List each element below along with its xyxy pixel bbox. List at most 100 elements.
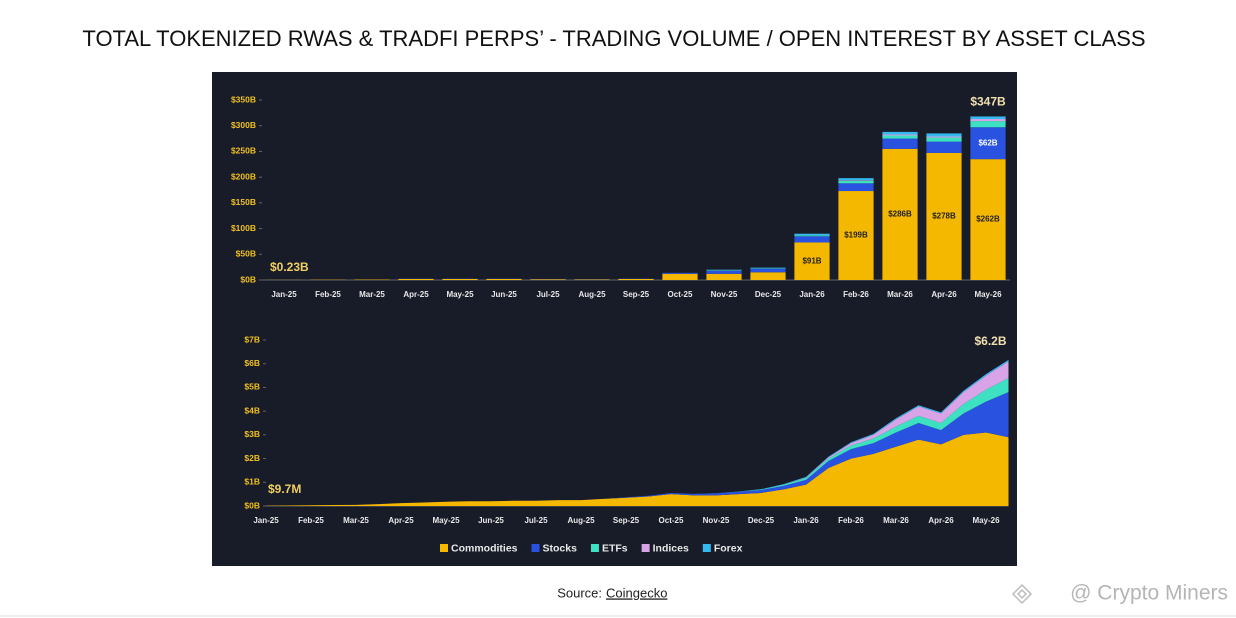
source-link[interactable]: Coingecko — [606, 585, 667, 600]
bar-segment — [882, 131, 918, 135]
start-label: $9.7M — [268, 482, 301, 496]
bar-segment — [838, 183, 874, 192]
y-tick-label: $150B — [231, 197, 256, 207]
bar-segment — [838, 180, 874, 181]
bar-segment — [794, 235, 830, 237]
bar-segment — [926, 136, 962, 138]
legend-label: ETFs — [602, 542, 628, 554]
x-tick-label: Feb-25 — [315, 290, 341, 299]
bar-segment — [750, 272, 786, 280]
legend-label: Forex — [714, 542, 743, 554]
y-tick-label: $50B — [236, 249, 256, 259]
end-label: $6.2B — [974, 334, 1006, 348]
bar-segment — [486, 278, 522, 280]
x-tick-label: Dec-25 — [755, 290, 782, 299]
x-tick-label: Aug-25 — [578, 290, 606, 299]
y-tick-label: $200B — [231, 171, 256, 181]
x-tick-label: Jun-25 — [478, 516, 504, 525]
bar-segment — [442, 278, 478, 280]
bar-label: $262B — [976, 215, 1000, 224]
bar-label: $199B — [844, 231, 868, 240]
x-tick-label: Apr-25 — [388, 516, 414, 525]
x-tick-label: Dec-25 — [748, 516, 775, 525]
legend-label: Stocks — [543, 542, 578, 554]
area — [266, 432, 1009, 506]
x-tick-label: Sep-25 — [613, 516, 640, 525]
bar-segment — [618, 278, 654, 280]
bar-label: $286B — [888, 210, 912, 219]
bar-segment — [970, 121, 1006, 128]
bar-segment — [706, 270, 742, 274]
x-tick-label: Apr-25 — [403, 290, 429, 299]
bar-segment — [926, 152, 962, 280]
x-tick-label: Jan-26 — [793, 516, 819, 525]
bar-segment — [926, 137, 962, 142]
y-tick-label: $4B — [244, 405, 260, 415]
legend-swatch — [531, 544, 540, 552]
bar-segment — [662, 272, 698, 274]
y-tick-label: $3B — [244, 429, 260, 439]
bar-label: $62B — [978, 138, 997, 147]
y-tick-label: $250B — [231, 146, 256, 156]
bar-segment — [926, 133, 962, 137]
bar-segment — [970, 116, 1006, 120]
bar-segment — [970, 119, 1006, 122]
x-tick-label: Nov-25 — [703, 516, 730, 525]
y-tick-label: $5B — [244, 382, 260, 392]
y-tick-label: $0B — [244, 500, 260, 510]
bar-segment — [706, 270, 742, 271]
x-tick-label: May-25 — [446, 290, 474, 299]
bar-segment — [706, 269, 742, 271]
y-tick-label: $100B — [231, 223, 256, 233]
y-tick-label: $0B — [240, 274, 256, 284]
legend-label: Indices — [653, 542, 689, 554]
bar-segment — [574, 279, 610, 280]
x-tick-label: Nov-25 — [711, 290, 738, 299]
start-label: $0.23B — [270, 260, 309, 274]
x-tick-label: Aug-25 — [567, 516, 595, 525]
bar-segment — [662, 273, 698, 280]
bar-segment — [970, 159, 1006, 280]
x-tick-label: Apr-26 — [931, 290, 957, 299]
x-tick-label: Oct-25 — [668, 290, 693, 299]
x-tick-label: Mar-26 — [883, 516, 909, 525]
bar-segment — [882, 135, 918, 139]
bar-segment — [530, 279, 566, 280]
page-title: TOTAL TOKENIZED RWAS & TRADFI PERPS’ - T… — [82, 26, 1145, 51]
bar-segment — [398, 278, 434, 280]
x-tick-label: Jan-25 — [271, 290, 297, 299]
bar-segment — [794, 233, 830, 236]
x-tick-label: Sep-25 — [623, 290, 650, 299]
bar-segment — [838, 180, 874, 184]
total-label: $347B — [970, 95, 1006, 109]
x-tick-label: Mar-25 — [359, 290, 385, 299]
bar-segment — [750, 268, 786, 273]
bar-segment — [882, 138, 918, 149]
source-label: Source: — [557, 585, 602, 600]
bar-segment — [750, 268, 786, 269]
legend-swatch — [702, 544, 711, 552]
watermark: @ Crypto Miners — [1070, 582, 1228, 605]
x-tick-label: May-26 — [974, 290, 1002, 299]
bar-segment — [882, 148, 918, 280]
legend-swatch — [641, 544, 650, 552]
watermark-icon — [1011, 583, 1033, 605]
x-tick-label: Jan-26 — [799, 290, 825, 299]
legend-swatch — [440, 544, 448, 552]
y-tick-label: $350B — [231, 94, 256, 104]
x-tick-label: Oct-25 — [659, 516, 684, 525]
x-tick-label: Jan-25 — [253, 516, 279, 525]
bar-label: $278B — [932, 212, 956, 221]
bar-segment — [794, 242, 830, 280]
bar-segment — [706, 273, 742, 280]
x-tick-label: Jul-25 — [536, 290, 560, 299]
bar-segment — [926, 141, 962, 153]
x-tick-label: May-26 — [972, 516, 1000, 525]
bar-segment — [794, 236, 830, 243]
bar-segment — [882, 134, 918, 136]
y-tick-label: $1B — [244, 477, 260, 487]
bar-segment — [838, 191, 874, 280]
y-tick-label: $6B — [244, 358, 260, 368]
area — [266, 392, 1009, 506]
